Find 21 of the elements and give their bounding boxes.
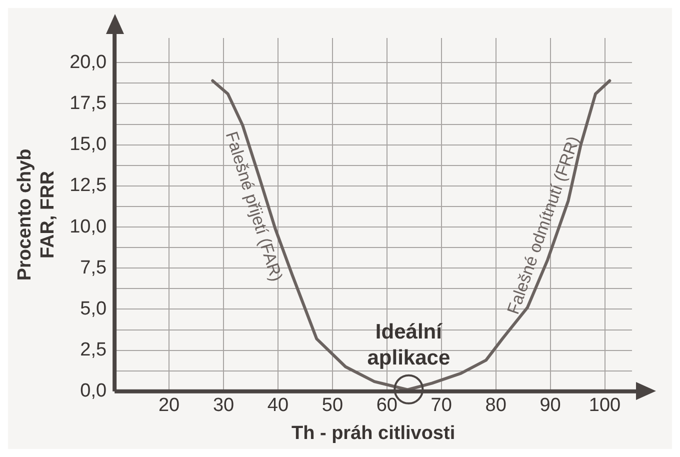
x-tick-label: 50 xyxy=(322,395,344,416)
x-tick-label: 90 xyxy=(540,395,561,416)
x-tick-label: 70 xyxy=(430,395,452,416)
x-tick-label: 60 xyxy=(376,395,398,416)
y-axis-title: Procento chyb FAR, FRR xyxy=(14,148,58,281)
y-tick-label: 0,0 xyxy=(80,380,107,402)
y-tick-label: 15,0 xyxy=(70,134,107,156)
x-axis-title: Th - práh citlivosti xyxy=(291,422,456,444)
y-tick-label: 20,0 xyxy=(70,52,107,73)
x-tick-label: 40 xyxy=(267,395,289,416)
y-tick-label: 10,0 xyxy=(70,216,107,238)
y-tick-label: 2,5 xyxy=(80,340,107,361)
x-tick-label: 30 xyxy=(212,395,234,416)
y-tick-label: 7,5 xyxy=(80,257,107,278)
annotation: Ideální aplikace xyxy=(367,320,450,370)
x-tick-label: 20 xyxy=(158,395,180,416)
x-tick-label: 100 xyxy=(588,395,621,416)
y-tick-label: 5,0 xyxy=(80,298,107,320)
x-tick-label: 80 xyxy=(485,395,506,416)
y-tick-label: 17,5 xyxy=(70,92,107,114)
y-tick-label: 12,5 xyxy=(70,175,107,196)
